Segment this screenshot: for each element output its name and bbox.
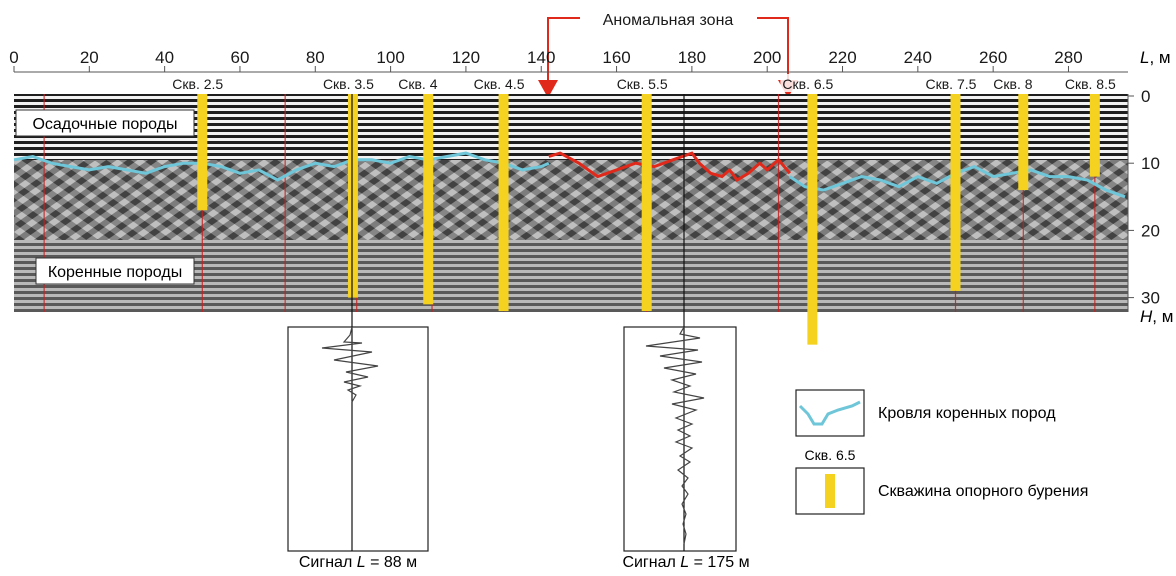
borehole-bar <box>1018 94 1029 191</box>
anomaly-annotation: Аномальная зона <box>538 12 798 98</box>
layer-label-sedimentary: Осадочные породы <box>15 109 195 137</box>
layer-label-bedrock: Коренные породы <box>35 257 195 285</box>
borehole-bar <box>423 94 434 305</box>
signal-panel-2-frame <box>623 326 737 552</box>
signal-label-2: Сигнал L = 175 м <box>622 554 749 571</box>
distance-axis-tick-label: 0 <box>9 48 18 67</box>
legend-item-bedrock: Кровля коренных пород <box>795 389 1056 437</box>
distance-axis-tick-label: 80 <box>306 48 325 67</box>
anomaly-bedrock-line <box>548 151 791 182</box>
borehole-label-bg <box>991 74 1052 92</box>
borehole-label-bg <box>780 74 841 92</box>
legend-borehole-sample-label: Скв. 6.5 <box>805 447 856 463</box>
distance-axis-tick-label: 140 <box>527 48 555 67</box>
borehole-label: Скв. 7.5 <box>926 76 977 92</box>
signal-trace-1 <box>321 326 379 403</box>
borehole-label-bg <box>923 74 984 92</box>
legend-bedrock-line <box>798 400 861 426</box>
borehole-bar <box>197 94 208 211</box>
distance-axis-unit: L, м <box>1140 48 1171 67</box>
anomaly-arrow-left-head <box>538 80 558 98</box>
distance-axis-tick-label: 260 <box>979 48 1007 67</box>
borehole-label-bg <box>170 74 231 92</box>
anomaly-bracket-right <box>757 17 789 26</box>
anomaly-label: Аномальная зона <box>603 12 734 29</box>
boreholes: Скв. 2.5 Скв. 3.5 Скв. 4 Скв. 4.5 Скв. 5.5 Ск… <box>170 74 1123 345</box>
borehole-bar <box>347 94 358 298</box>
signal-panel-1: Сигнал L = 88 м <box>287 94 429 571</box>
layer-label-sedimentary-box <box>15 109 195 137</box>
distance-axis-tick-label: 40 <box>155 48 174 67</box>
depth-axis-tick-label: 0 <box>1141 87 1150 106</box>
borehole-bar <box>641 94 652 312</box>
signal-panel-2: Сигнал L = 175 м <box>622 94 750 571</box>
borehole-label-bg <box>471 74 532 92</box>
borehole-label: Скв. 8.5 <box>1065 76 1116 92</box>
legend-bedrock-label: Кровля коренных пород <box>878 405 1056 422</box>
distance-axis-tick-label: 180 <box>678 48 706 67</box>
depth-axis-tick-label: 10 <box>1141 154 1160 173</box>
distance-axis-tick-label: 160 <box>602 48 630 67</box>
borehole-label: Скв. 4.5 <box>474 76 525 92</box>
legend-borehole-label: Скважина опорного бурения <box>878 483 1088 500</box>
layer-label-bedrock-box <box>35 257 195 285</box>
borehole-label: Скв. 6.5 <box>782 76 833 92</box>
layer-label-bedrock-text: Коренные породы <box>48 264 182 281</box>
distance-axis-tick-label: 280 <box>1054 48 1082 67</box>
bedrock-surface-line <box>13 151 550 182</box>
signal-panel-1-frame <box>287 326 429 552</box>
borehole-label: Скв. 5.5 <box>617 76 668 92</box>
distance-axis-tick-label: 200 <box>753 48 781 67</box>
borehole-bar <box>807 94 818 345</box>
legend: Кровля коренных пород Скв. 6.5 Скважина … <box>795 389 1088 515</box>
borehole-label-bg <box>320 74 381 92</box>
signal-label-1: Сигнал L = 88 м <box>299 554 417 571</box>
distance-axis-tick-label: 20 <box>80 48 99 67</box>
distance-axis-tick-label: 240 <box>904 48 932 67</box>
borehole-label: Скв. 2.5 <box>172 76 223 92</box>
borehole-label: Скв. 8 <box>993 76 1032 92</box>
depth-axis-tick-label: 20 <box>1141 221 1160 240</box>
borehole-label-bg <box>614 74 675 92</box>
layer-label-sedimentary-text: Осадочные породы <box>32 116 177 133</box>
borehole-label: Скв. 4 <box>398 76 437 92</box>
depth-axis: 0 10 20 30 <box>1127 87 1160 312</box>
borehole-label: Скв. 3.5 <box>323 76 374 92</box>
anomaly-bracket-left <box>547 17 580 26</box>
legend-item-borehole: Скв. 6.5 Скважина опорного бурения <box>795 447 1088 515</box>
legend-borehole-bar <box>825 474 835 508</box>
distance-axis-tick-label: 100 <box>376 48 404 67</box>
distance-axis-tick-label: 60 <box>230 48 249 67</box>
distance-axis: 0 20 40 60 80 100 120 140 160 180 200 220 240 260 280 <box>9 48 1128 73</box>
distance-axis-tick-label: 120 <box>452 48 480 67</box>
signal-trace-2 <box>645 326 705 545</box>
borehole-bar <box>1089 94 1100 177</box>
borehole-label-bg <box>396 74 457 92</box>
distance-axis-tick-label: 220 <box>828 48 856 67</box>
depth-axis-unit: H, м <box>1140 307 1173 326</box>
borehole-bar <box>950 94 961 291</box>
borehole-label-bg <box>1062 74 1123 92</box>
depth-axis-tick-label: 30 <box>1141 289 1160 308</box>
radargram-deep-band <box>14 240 1128 312</box>
borehole-bar <box>498 94 509 312</box>
